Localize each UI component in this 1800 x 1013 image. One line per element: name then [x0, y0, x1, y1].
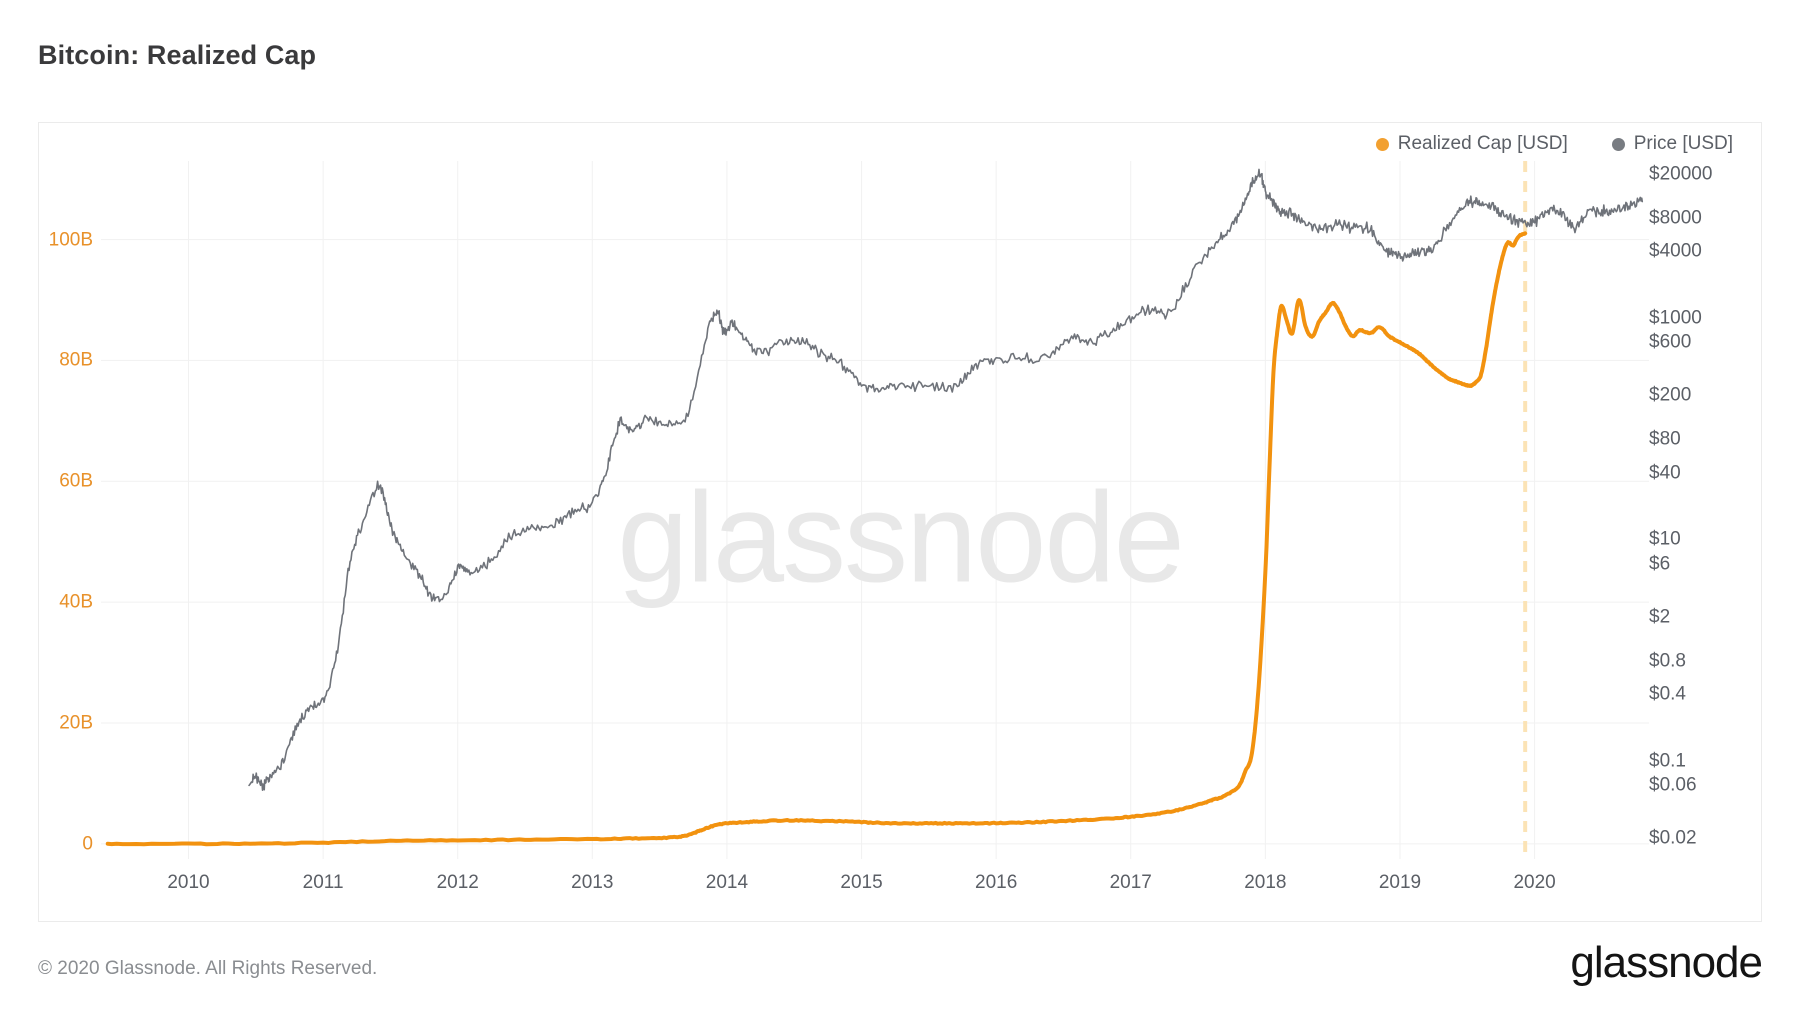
chart-svg	[101, 161, 1649, 859]
legend-label-realized-cap: Realized Cap [USD]	[1397, 133, 1568, 154]
x-axis-tick: 2020	[1513, 872, 1556, 893]
footer-copyright: © 2020 Glassnode. All Rights Reserved.	[38, 958, 378, 979]
legend-item-realized-cap[interactable]: Realized Cap [USD]	[1375, 133, 1568, 155]
y-axis-left-tick: 20B	[59, 712, 93, 734]
y-axis-left-tick: 60B	[59, 470, 93, 492]
y-axis-right-tick: $0.1	[1649, 750, 1686, 772]
y-axis-left: 0 20B 40B 60B 80B 100B	[39, 161, 93, 859]
x-axis-tick: 2012	[436, 872, 479, 893]
y-axis-right-tick: $0.4	[1649, 683, 1686, 705]
x-axis-tick: 2016	[975, 872, 1018, 893]
y-axis-right-tick: $80	[1649, 428, 1681, 450]
page-title: Bitcoin: Realized Cap	[38, 40, 317, 70]
y-axis-right-tick: $20000	[1649, 163, 1713, 185]
y-axis-right-tick: $40	[1649, 462, 1681, 484]
y-axis-right-tick: $8000	[1649, 207, 1702, 229]
y-axis-right-tick: $0.06	[1649, 774, 1697, 796]
x-axis-tick: 2013	[571, 872, 614, 893]
y-axis-right-tick: $2	[1649, 606, 1671, 628]
legend-dot-price	[1611, 137, 1625, 151]
y-axis-left-tick: 40B	[59, 591, 93, 613]
plot-area[interactable]	[101, 161, 1649, 859]
legend-item-price[interactable]: Price [USD]	[1611, 133, 1733, 155]
y-axis-right-tick: $6	[1649, 553, 1671, 575]
y-axis-left-tick: 80B	[59, 349, 93, 371]
y-axis-right-tick: $0.02	[1649, 827, 1697, 849]
x-axis-tick: 2017	[1109, 872, 1152, 893]
y-axis-right: $20000 $8000 $4000 $1000 $600 $200 $80 $40 $10 $6…	[1649, 161, 1755, 859]
x-axis-tick: 2018	[1244, 872, 1287, 893]
y-axis-right-tick: $10	[1649, 528, 1681, 550]
x-axis-tick: 2014	[705, 872, 749, 893]
x-axis-tick: 2019	[1378, 872, 1422, 893]
legend-label-price: Price [USD]	[1633, 133, 1733, 154]
x-axis: 2010 2011 2012 2013 2014 2015 2016 2017 2018 2019…	[101, 873, 1649, 897]
y-axis-left-tick: 0	[82, 833, 93, 855]
glassnode-logo: glassnode	[1570, 938, 1763, 987]
y-axis-right-tick: $600	[1649, 331, 1692, 353]
x-axis-tick: 2015	[840, 872, 883, 893]
legend-dot-realized-cap	[1375, 137, 1389, 151]
y-axis-right-tick: $0.8	[1649, 650, 1686, 672]
chart-card: Realized Cap [USD] Price [USD] glassnode…	[38, 122, 1762, 922]
x-axis-tick: 2010	[167, 872, 210, 893]
series-line-realized-cap	[108, 233, 1525, 844]
y-axis-right-tick: $4000	[1649, 240, 1702, 262]
chart-legend: Realized Cap [USD] Price [USD]	[1375, 133, 1733, 155]
x-axis-tick: 2011	[302, 872, 344, 893]
y-axis-right-tick: $1000	[1649, 307, 1702, 329]
series-line-price	[249, 169, 1642, 790]
gridlines	[101, 161, 1649, 859]
y-axis-right-tick: $200	[1649, 384, 1692, 406]
y-axis-left-tick: 100B	[48, 229, 93, 251]
